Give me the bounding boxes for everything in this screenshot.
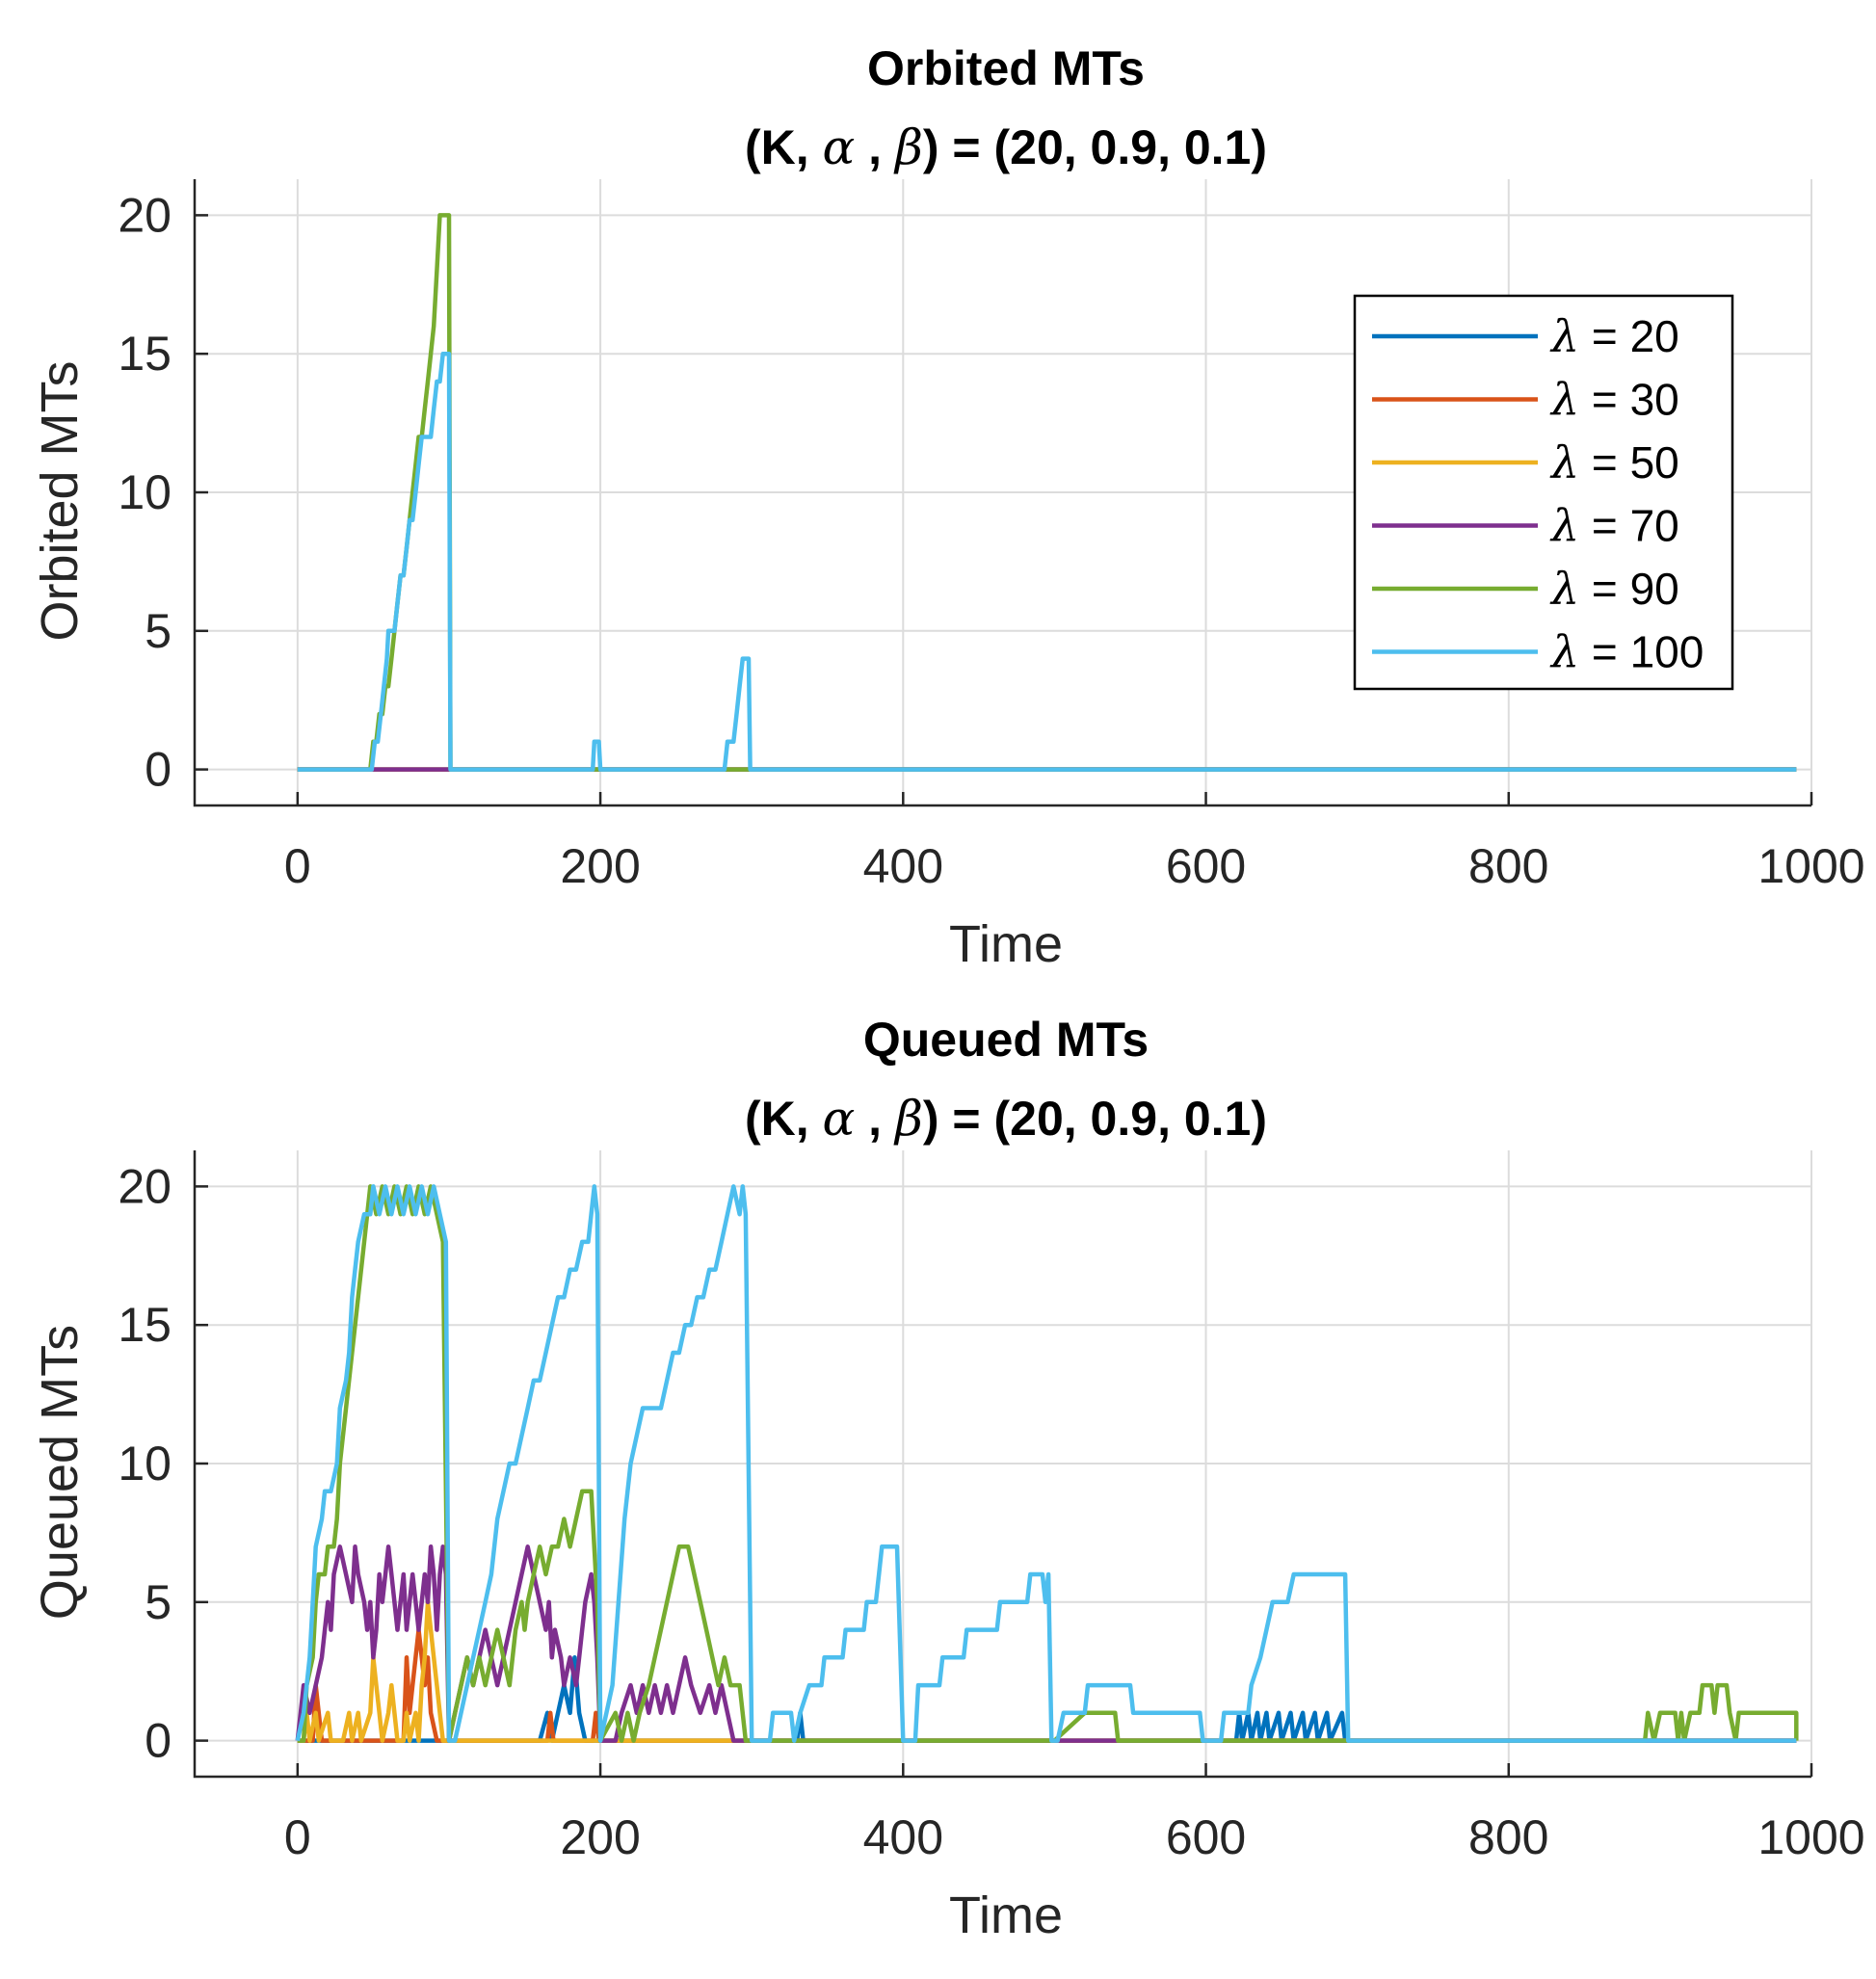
legend-entry-5: λ = 100	[1372, 626, 1704, 678]
queued-x-tick-label-600: 600	[1166, 1810, 1246, 1864]
queued-y-tick-label-15: 15	[118, 1298, 172, 1352]
orbited-y-tick-label-0: 0	[145, 743, 172, 797]
orbited-y-tick-label-20: 20	[118, 188, 172, 242]
legend-label-0: λ = 20	[1549, 310, 1679, 362]
orbited-x-axis-label: Time	[949, 915, 1063, 973]
orbited-y-axis-label: Orbited MTs	[31, 360, 89, 641]
queued-x-tick-label-800: 800	[1468, 1810, 1548, 1864]
queued-y-tick-label-10: 10	[118, 1437, 172, 1491]
queued-y-axis-label: Queued MTs	[31, 1325, 89, 1620]
queued-subtitle: (K, α , β) = (20, 0.9, 0.1)	[745, 1091, 1267, 1147]
queued-x-axis-label: Time	[949, 1887, 1063, 1944]
legend-entry-0: λ = 20	[1372, 310, 1679, 362]
queued-y-tick-label-0: 0	[145, 1714, 172, 1768]
legend-box	[1353, 294, 1734, 691]
legend: λ = 20 λ = 30 λ = 50 λ = 70 λ = 90 λ = 100	[1353, 294, 1734, 691]
queued-axes	[193, 1150, 1813, 1779]
queued-y-tick-label-20: 20	[118, 1159, 172, 1213]
queued-series-2	[297, 1599, 1797, 1743]
queued-tick-labels: 0 200 400 600 800 1000 0 5 10 15 20	[118, 1159, 1864, 1864]
orbited-series-5	[297, 351, 1797, 772]
queued-series-0	[297, 1655, 1797, 1743]
orbited-x-tick-label-200: 200	[560, 839, 640, 893]
legend-label-2: λ = 50	[1549, 436, 1679, 488]
queued-x-tick-label-0: 0	[284, 1810, 311, 1864]
queued-chart: Queued MTs (K, α , β) = (20, 0.9, 0.1) 0…	[31, 1013, 1865, 1944]
orbited-axes	[193, 179, 1813, 807]
orbited-subtitle: (K, α , β) = (20, 0.9, 0.1)	[745, 119, 1267, 175]
queued-series-4	[297, 1184, 1799, 1743]
orbited-x-tick-label-400: 400	[863, 839, 943, 893]
queued-axis-lines	[193, 1150, 1811, 1779]
orbited-x-tick-label-0: 0	[284, 839, 311, 893]
legend-entry-3: λ = 70	[1372, 500, 1679, 552]
orbited-y-tick-label-10: 10	[118, 465, 172, 519]
orbited-tick-labels: 0 200 400 600 800 1000 0 5 10 15 20	[118, 188, 1864, 893]
orbited-axis-lines	[193, 179, 1811, 807]
orbited-series	[297, 213, 1797, 772]
orbited-y-tick-label-15: 15	[118, 327, 172, 381]
queued-series-5	[295, 1184, 1797, 1743]
orbited-x-tick-label-1000: 1000	[1757, 839, 1864, 893]
legend-label-1: λ = 30	[1549, 374, 1679, 426]
queued-x-tick-label-400: 400	[863, 1810, 943, 1864]
legend-label-5: λ = 100	[1549, 626, 1704, 678]
queued-series-1	[297, 1627, 1797, 1743]
legend-label-3: λ = 70	[1549, 500, 1679, 552]
orbited-y-tick-label-5: 5	[145, 604, 172, 658]
orbited-chart: Orbited MTs (K, α , β) = (20, 0.9, 0.1) …	[31, 41, 1865, 973]
queued-series	[295, 1184, 1799, 1743]
orbited-title: Orbited MTs	[867, 41, 1145, 95]
legend-entry-2: λ = 50	[1372, 436, 1679, 488]
queued-y-tick-label-5: 5	[145, 1575, 172, 1629]
queued-x-tick-label-200: 200	[560, 1810, 640, 1864]
legend-label-4: λ = 90	[1549, 563, 1679, 615]
orbited-x-tick-label-600: 600	[1166, 839, 1246, 893]
orbited-x-tick-label-800: 800	[1468, 839, 1548, 893]
queued-title: Queued MTs	[863, 1013, 1149, 1067]
legend-entry-4: λ = 90	[1372, 563, 1679, 615]
queued-x-tick-label-1000: 1000	[1757, 1810, 1864, 1864]
legend-entry-1: λ = 30	[1372, 374, 1679, 426]
